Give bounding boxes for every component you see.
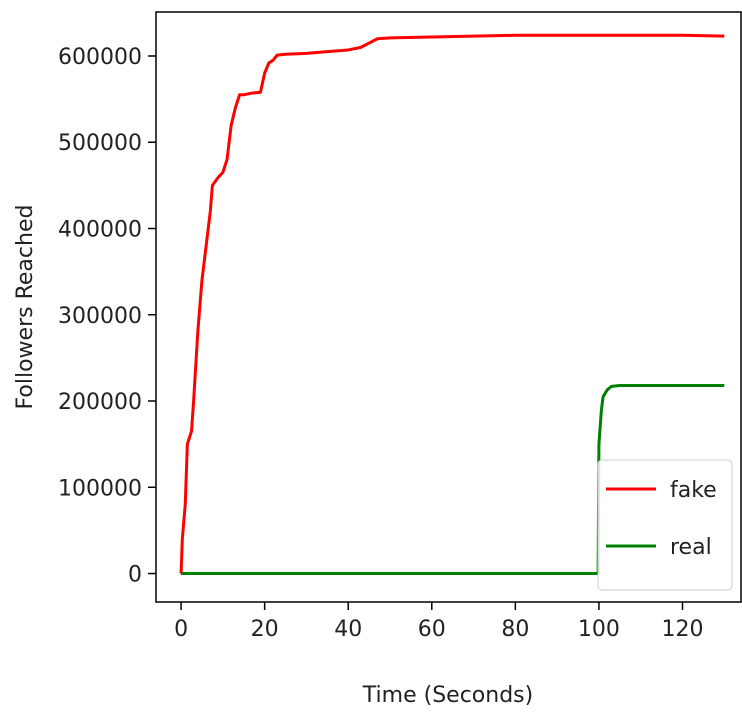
y-tick-label: 300000 xyxy=(58,304,142,329)
y-axis-label: Followers Reached xyxy=(13,205,38,410)
x-axis-label: Time (Seconds) xyxy=(362,683,533,708)
series-layer xyxy=(179,33,725,576)
y-tick-label: 200000 xyxy=(58,390,142,415)
legend-box xyxy=(597,459,733,591)
series-line-fake xyxy=(179,33,725,574)
y-tick-label: 100000 xyxy=(58,476,142,501)
series-line-real xyxy=(181,383,725,576)
plot-frame xyxy=(155,11,742,603)
x-tick-label: 60 xyxy=(418,617,446,642)
legend-label-fake: fake xyxy=(670,478,717,503)
x-tick-label: 0 xyxy=(174,617,188,642)
x-tick-label: 40 xyxy=(334,617,362,642)
x-tick-label: 100 xyxy=(578,617,620,642)
y-tick-label: 600000 xyxy=(58,45,142,70)
x-tick-label: 120 xyxy=(662,617,704,642)
x-axis-ticks: 0 20 40 60 80 100 120 xyxy=(174,602,704,642)
legend: fake real xyxy=(597,459,733,591)
y-tick-label: 500000 xyxy=(58,131,142,156)
y-tick-label: 400000 xyxy=(58,218,142,243)
y-tick-label: 0 xyxy=(128,563,142,588)
y-axis-ticks: 0 100000 200000 300000 400000 500000 600000 xyxy=(58,45,156,588)
legend-label-real: real xyxy=(670,535,712,560)
x-tick-label: 80 xyxy=(501,617,529,642)
x-tick-label: 20 xyxy=(251,617,279,642)
